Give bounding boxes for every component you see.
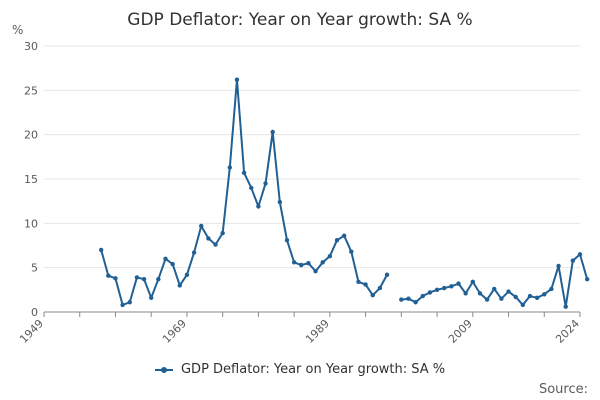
- data-point[interactable]: [577, 252, 583, 257]
- data-point[interactable]: [98, 247, 104, 253]
- chart-title: GDP Deflator: Year on Year growth: SA %: [127, 10, 473, 30]
- data-point[interactable]: [384, 272, 390, 277]
- x-tick-label: 1989: [303, 317, 332, 346]
- data-point[interactable]: [363, 282, 368, 287]
- data-point[interactable]: [477, 291, 483, 296]
- data-point[interactable]: [177, 283, 182, 288]
- data-point[interactable]: [127, 300, 132, 305]
- series-lines: [100, 78, 589, 308]
- data-point[interactable]: [563, 304, 568, 309]
- data-point[interactable]: [284, 237, 290, 243]
- y-tick-label: 0: [31, 306, 38, 319]
- data-point[interactable]: [420, 293, 425, 299]
- x-tick-label: 1969: [160, 317, 189, 346]
- data-point[interactable]: [263, 181, 268, 186]
- data-point[interactable]: [134, 275, 140, 280]
- data-point[interactable]: [534, 295, 540, 301]
- y-tick-label: 20: [24, 129, 38, 142]
- legend-label: GDP Deflator: Year on Year growth: SA %: [180, 362, 446, 377]
- data-point[interactable]: [306, 261, 311, 266]
- data-point[interactable]: [220, 230, 225, 236]
- x-tick-label: 1949: [17, 317, 46, 346]
- data-point[interactable]: [463, 291, 468, 296]
- legend[interactable]: GDP Deflator: Year on Year growth: SA %: [0, 362, 600, 377]
- data-point[interactable]: [313, 269, 318, 274]
- data-point[interactable]: [492, 286, 497, 292]
- data-point[interactable]: [370, 292, 375, 298]
- data-point[interactable]: [520, 302, 526, 308]
- data-point[interactable]: [399, 297, 404, 302]
- data-point[interactable]: [241, 170, 247, 175]
- data-point[interactable]: [270, 129, 275, 135]
- data-point[interactable]: [163, 256, 168, 261]
- y-tick-label: 5: [31, 262, 38, 275]
- data-point[interactable]: [584, 276, 590, 282]
- x-axis: 1949 1969 1989 2009 2024: [17, 312, 582, 346]
- x-tick-label: 2024: [553, 317, 582, 346]
- series-line: [401, 253, 589, 308]
- data-point[interactable]: [549, 286, 554, 292]
- x-tick-label: 2009: [446, 317, 475, 346]
- data-point[interactable]: [327, 253, 333, 259]
- data-point[interactable]: [341, 233, 347, 238]
- data-point[interactable]: [406, 296, 411, 301]
- y-tick-label: 10: [24, 217, 38, 230]
- data-point[interactable]: [234, 77, 240, 82]
- data-point[interactable]: [542, 292, 547, 297]
- data-point[interactable]: [470, 279, 475, 285]
- data-point[interactable]: [291, 260, 297, 265]
- data-point[interactable]: [249, 185, 254, 191]
- data-point[interactable]: [349, 249, 354, 254]
- data-point[interactable]: [499, 296, 504, 301]
- data-point[interactable]: [527, 293, 533, 299]
- data-point[interactable]: [513, 294, 518, 300]
- data-point[interactable]: [556, 263, 561, 269]
- data-point[interactable]: [227, 165, 233, 170]
- data-point[interactable]: [413, 300, 418, 305]
- data-point[interactable]: [356, 279, 361, 285]
- data-point[interactable]: [206, 236, 211, 241]
- data-point[interactable]: [570, 258, 576, 263]
- data-point[interactable]: [449, 284, 454, 289]
- y-tick-label: 30: [24, 40, 38, 53]
- data-point[interactable]: [442, 285, 447, 291]
- data-point[interactable]: [199, 223, 204, 229]
- data-point[interactable]: [213, 242, 218, 247]
- data-point[interactable]: [106, 273, 111, 278]
- data-point[interactable]: [149, 295, 154, 301]
- data-point[interactable]: [377, 285, 383, 291]
- source-label: Source:: [538, 382, 588, 397]
- data-point[interactable]: [191, 250, 197, 255]
- data-point[interactable]: [184, 272, 190, 277]
- data-point[interactable]: [434, 287, 440, 293]
- data-point[interactable]: [456, 281, 461, 286]
- y-axis: 0 5 10 15 20 25 30: [24, 40, 38, 319]
- data-point[interactable]: [256, 204, 261, 209]
- series-points: [98, 77, 590, 309]
- data-point[interactable]: [484, 297, 490, 302]
- data-point[interactable]: [299, 262, 304, 268]
- data-point[interactable]: [113, 276, 118, 281]
- data-point[interactable]: [277, 199, 283, 205]
- y-tick-label: 15: [24, 173, 38, 186]
- data-point[interactable]: [320, 260, 325, 265]
- data-point[interactable]: [506, 289, 511, 294]
- series-line: [100, 78, 388, 306]
- data-point[interactable]: [156, 276, 161, 282]
- data-point[interactable]: [120, 302, 125, 308]
- data-point[interactable]: [334, 237, 340, 243]
- data-point[interactable]: [141, 276, 147, 282]
- data-point[interactable]: [170, 261, 175, 267]
- y-axis-label: %: [12, 23, 23, 37]
- data-point[interactable]: [427, 290, 433, 295]
- legend-marker-icon: [154, 365, 173, 375]
- y-tick-label: 25: [24, 84, 38, 97]
- gridlines: [44, 45, 580, 313]
